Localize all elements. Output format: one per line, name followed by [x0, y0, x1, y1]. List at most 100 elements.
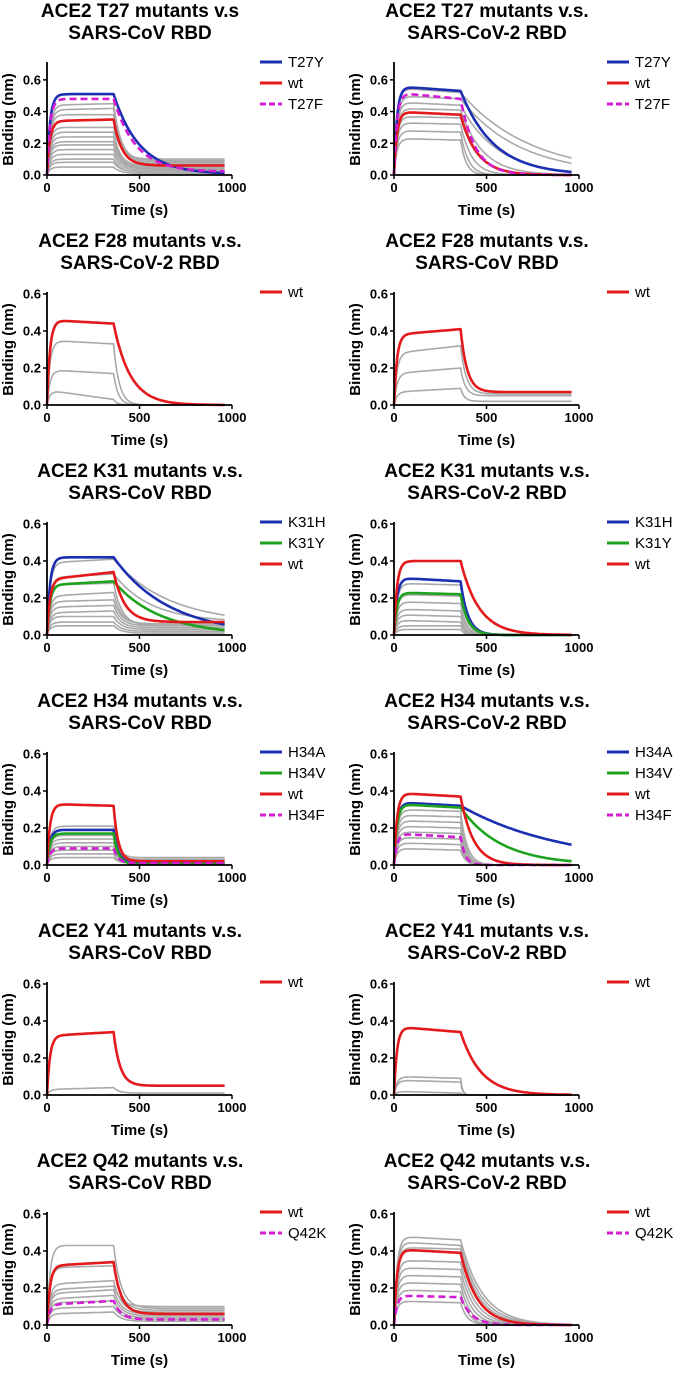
- legend: H34A H34V wt H34F: [260, 744, 326, 824]
- gray-curve: [46, 370, 225, 406]
- y-tick-label: 0.6: [370, 72, 388, 87]
- x-tick-label: 500: [129, 180, 151, 195]
- gray-curves: [46, 825, 225, 866]
- x-tick-label: 500: [476, 1330, 498, 1345]
- chart-title-line: SARS-CoV RBD: [68, 483, 212, 504]
- gray-curve: [46, 838, 225, 866]
- series-line-k31y: [45, 580, 225, 636]
- y-axis-label: Binding (nm): [347, 303, 364, 395]
- y-tick-label: 0.6: [23, 1207, 41, 1222]
- chart-panel: ACE2 H34 mutants v.s. SARS-CoV-2 RBD 0.0 0.…: [347, 690, 693, 920]
- y-tick-label: 0.2: [23, 591, 41, 606]
- legend-label: H34V: [635, 765, 673, 782]
- legend-label: T27F: [635, 96, 670, 113]
- gray-curve: [46, 1311, 225, 1326]
- y-tick-label: 0.2: [23, 136, 41, 151]
- x-tick-label: 1000: [218, 1100, 247, 1115]
- y-tick-label: 0.6: [23, 747, 41, 762]
- y-tick-label: 0.4: [23, 554, 42, 569]
- y-axis-label: Binding (nm): [347, 763, 364, 855]
- y-axis-label: Binding (nm): [0, 993, 17, 1085]
- x-tick-label: 500: [129, 410, 151, 425]
- legend-label: wt: [634, 556, 651, 573]
- legend: wt Q42K: [260, 1204, 326, 1242]
- legend-label: K31Y: [635, 535, 672, 552]
- chart-title-line: SARS-CoV-2 RBD: [407, 23, 566, 44]
- y-tick-label: 0.4: [23, 784, 42, 799]
- legend-label: H34V: [288, 765, 326, 782]
- y-tick-label: 0.6: [23, 287, 41, 302]
- chart-title-line: ACE2 T27 mutants v.s: [41, 1, 239, 22]
- legend: T27Y wt T27F: [260, 54, 324, 113]
- chart-svg: ACE2 H34 mutants v.s.SARS-CoV-2 RBD 0.0 0.…: [347, 691, 673, 909]
- legend: T27Y wt T27F: [607, 54, 671, 113]
- gray-curve: [46, 1086, 225, 1096]
- y-axis-label: Binding (nm): [347, 533, 364, 625]
- y-tick-label: 0.0: [370, 398, 388, 413]
- x-tick-label: 1000: [565, 640, 594, 655]
- x-tick-label: 0: [43, 1100, 50, 1115]
- chart-panel: ACE2 Q42 mutants v.s. SARS-CoV-2 RBD 0.0 0.…: [347, 1150, 693, 1380]
- legend: wt Q42K: [607, 1204, 673, 1242]
- chart-panel: ACE2 Y41 mutants v.s. SARS-CoV RBD 0.0 0.2 0…: [0, 920, 346, 1150]
- x-tick-label: 0: [43, 1330, 50, 1345]
- x-axis-label: Time (s): [458, 662, 515, 679]
- gray-curve: [46, 599, 225, 636]
- chart-svg: ACE2 K31 mutants v.s.SARS-CoV-2 RBD 0.0 0.…: [347, 461, 673, 679]
- legend: K31H K31Y wt: [607, 514, 673, 573]
- legend-label: wt: [634, 1204, 651, 1221]
- x-tick-label: 500: [476, 410, 498, 425]
- x-tick-label: 500: [476, 640, 498, 655]
- series-curves: [45, 803, 225, 866]
- y-tick-label: 0.2: [370, 1281, 388, 1296]
- legend-label: wt: [287, 75, 304, 92]
- y-tick-label: 0.0: [23, 1318, 41, 1333]
- series-line-wt: [392, 327, 572, 406]
- gray-curves: [393, 1076, 572, 1096]
- y-tick-label: 0.4: [370, 1244, 389, 1259]
- chart-svg: ACE2 Q42 mutants v.s.SARS-CoV RBD 0.0 0.2 0…: [0, 1151, 326, 1369]
- x-tick-label: 0: [390, 180, 397, 195]
- gray-curve: [393, 367, 572, 406]
- x-tick-label: 1000: [218, 640, 247, 655]
- legend-label: wt: [287, 284, 304, 301]
- y-tick-label: 0.0: [23, 1088, 41, 1103]
- x-axis-label: Time (s): [111, 202, 168, 219]
- legend: wt: [607, 284, 651, 301]
- chart-svg: ACE2 K31 mutants v.s.SARS-CoV RBD 0.0 0.2 0…: [0, 461, 326, 679]
- x-tick-label: 500: [476, 180, 498, 195]
- gray-curve: [46, 621, 225, 636]
- gray-curves: [46, 340, 225, 406]
- y-tick-label: 0.2: [370, 591, 388, 606]
- y-tick-label: 0.0: [370, 168, 388, 183]
- legend-label: wt: [287, 786, 304, 803]
- legend-label: Q42K: [635, 1225, 673, 1242]
- series-line-h34v: [392, 803, 572, 866]
- y-tick-label: 0.0: [23, 858, 41, 873]
- legend-label: K31H: [635, 514, 673, 531]
- x-tick-label: 500: [476, 870, 498, 885]
- series-curves: [45, 1030, 225, 1096]
- series-line-wt: [45, 118, 225, 176]
- gray-curves: [393, 583, 572, 636]
- gray-curve: [46, 166, 225, 176]
- y-tick-label: 0.4: [23, 104, 42, 119]
- y-axis-label: Binding (nm): [0, 303, 17, 395]
- chart-title-line: SARS-CoV RBD: [415, 253, 559, 274]
- gray-curve: [46, 107, 225, 176]
- series-line-q42k: [45, 1299, 225, 1326]
- gray-curve: [46, 610, 225, 636]
- series-curves: [45, 92, 225, 176]
- series-curves: [45, 556, 225, 636]
- chart-title-line: SARS-CoV-2 RBD: [407, 1173, 566, 1194]
- legend-label: wt: [634, 786, 651, 803]
- series-line-t27y: [45, 92, 225, 176]
- chart-svg: ACE2 F28 mutants v.s.SARS-CoV-2 RBD 0.0 0.…: [0, 231, 304, 449]
- y-axis-label: Binding (nm): [0, 73, 17, 165]
- y-axis-label: Binding (nm): [0, 1223, 17, 1315]
- x-tick-label: 1000: [565, 870, 594, 885]
- y-tick-label: 0.4: [23, 1244, 42, 1259]
- y-tick-label: 0.4: [370, 784, 389, 799]
